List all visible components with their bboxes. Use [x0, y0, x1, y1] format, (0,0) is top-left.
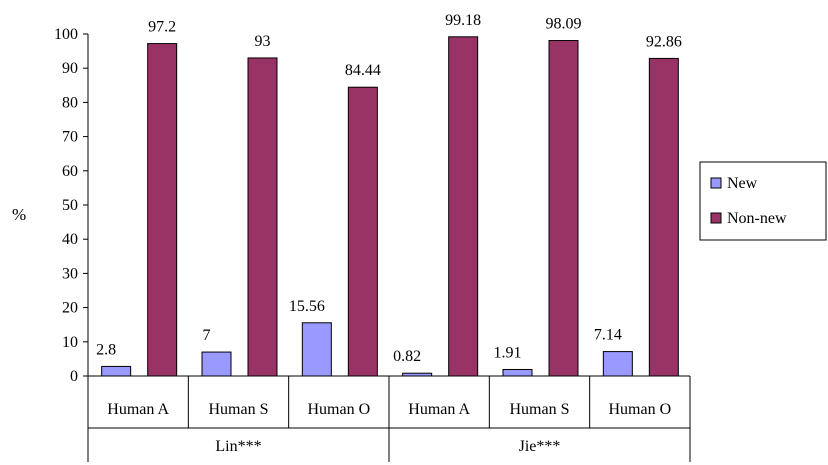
data-labels: 2.8 97.2 7 93 15.56 84.44 0.82 99.18 1.91 98.09 7.…	[96, 12, 682, 365]
data-label-new: 7.14	[594, 327, 622, 344]
x-tick-label: Human O	[609, 401, 672, 418]
data-label-non-new: 93	[255, 33, 271, 50]
y-tick-label: 40	[62, 231, 78, 248]
bar-new	[101, 365, 132, 377]
bar-new	[402, 372, 433, 377]
legend-label-new: New	[727, 175, 758, 192]
data-label-new: 15.56	[289, 298, 325, 315]
x-group-label: Lin***	[215, 438, 261, 455]
data-label-non-new: 92.86	[646, 33, 682, 50]
bar-non-new	[448, 36, 479, 377]
legend-box	[699, 161, 827, 241]
data-label-non-new: 97.2	[148, 19, 176, 36]
legend-swatch-non-new	[710, 212, 722, 224]
data-label-non-new: 98.09	[546, 16, 582, 33]
y-axis-label: %	[12, 205, 26, 224]
x-tick-label: Human S	[510, 401, 570, 418]
y-tick-label: 20	[62, 300, 78, 317]
legend-swatch-new	[710, 177, 722, 189]
y-tick-label: 70	[62, 129, 78, 146]
bar-non-new	[548, 40, 579, 377]
bar-new	[502, 368, 533, 377]
x-tick-label: Human O	[308, 401, 371, 418]
bar-non-new	[147, 43, 178, 377]
data-label-new: 7	[203, 327, 211, 344]
y-tick-label: 30	[62, 265, 78, 282]
y-tick-label: 90	[62, 60, 78, 77]
bar-non-new	[347, 86, 378, 377]
bar-non-new	[648, 57, 679, 377]
data-label-new: 2.8	[96, 341, 116, 358]
data-label-new: 1.91	[494, 344, 522, 361]
x-tick-label: Human A	[408, 401, 470, 418]
bar-new	[301, 322, 332, 377]
legend-label-non-new: Non-new	[727, 210, 787, 227]
y-tick-label: 50	[62, 197, 78, 214]
bar-new	[201, 351, 232, 377]
legend: New Non-new	[699, 161, 827, 241]
data-label-non-new: 84.44	[345, 62, 381, 79]
x-tick-label: Human A	[107, 401, 169, 418]
bars	[101, 36, 679, 377]
y-tick-label: 60	[62, 163, 78, 180]
x-group-label: Jie***	[519, 438, 561, 455]
data-label-new: 0.82	[393, 348, 421, 365]
y-tick-label: 0	[70, 368, 78, 385]
bar-new	[602, 351, 633, 377]
bar-non-new	[247, 57, 278, 377]
x-tick-label: Human S	[209, 401, 269, 418]
y-tick-label: 100	[54, 26, 78, 43]
y-tick-label: 10	[62, 334, 78, 351]
axes: 0 10 20 30 40 50 60 70 80 90 100 Human A Human S Huma…	[54, 26, 691, 462]
y-tick-label: 80	[62, 94, 78, 111]
data-label-non-new: 99.18	[445, 12, 481, 29]
